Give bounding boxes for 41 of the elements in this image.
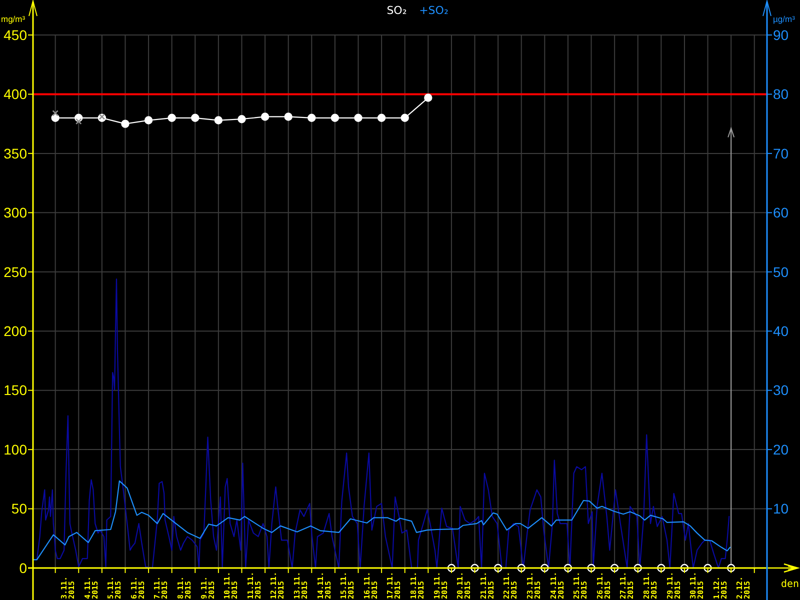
text: SO₂: [386, 4, 407, 17]
point: [75, 118, 82, 125]
y-tick-label: 100: [4, 441, 28, 458]
point: [377, 114, 386, 122]
point: [238, 114, 246, 124]
text: +SO₂: [419, 4, 448, 17]
y2-axis-title: µg/m³: [773, 14, 796, 24]
y-tick-label: 200: [4, 323, 28, 340]
y2-tick-label: 70: [773, 145, 789, 162]
y-tick-label: 300: [4, 204, 28, 221]
point: [191, 114, 200, 122]
point: [144, 116, 153, 124]
y-tick-label: 50: [11, 500, 28, 517]
y2-tick-label: 30: [773, 382, 789, 398]
point: [354, 114, 362, 122]
y2-tick-label: 50: [773, 264, 789, 280]
y2-tick-label: 80: [773, 86, 789, 102]
point: [284, 112, 292, 121]
point: [330, 114, 340, 122]
point: [400, 114, 409, 122]
y-tick-label: 350: [4, 145, 28, 162]
point: [214, 116, 223, 124]
point: [121, 120, 130, 128]
y2-tick-label: 90: [773, 26, 789, 43]
line-series: [32, 480, 731, 560]
y-tick-label: 0: [19, 560, 28, 576]
point: [260, 112, 270, 121]
point: [308, 114, 316, 122]
x-axis-title: den: [781, 579, 800, 590]
point: [52, 110, 58, 116]
y2-tick-label: 10: [773, 500, 789, 517]
y-tick-label: 450: [4, 26, 28, 43]
y-tick-label: 250: [4, 264, 28, 280]
y2-tick-label: 40: [773, 323, 789, 340]
y-axis-title: mg/m³: [1, 14, 26, 24]
point: [424, 94, 432, 102]
y2-tick-label: 20: [773, 441, 789, 458]
y2-tick-label: 60: [773, 204, 789, 221]
y-tick-label: 150: [4, 382, 28, 398]
y-tick-label: 400: [4, 86, 28, 102]
point: [168, 114, 176, 122]
